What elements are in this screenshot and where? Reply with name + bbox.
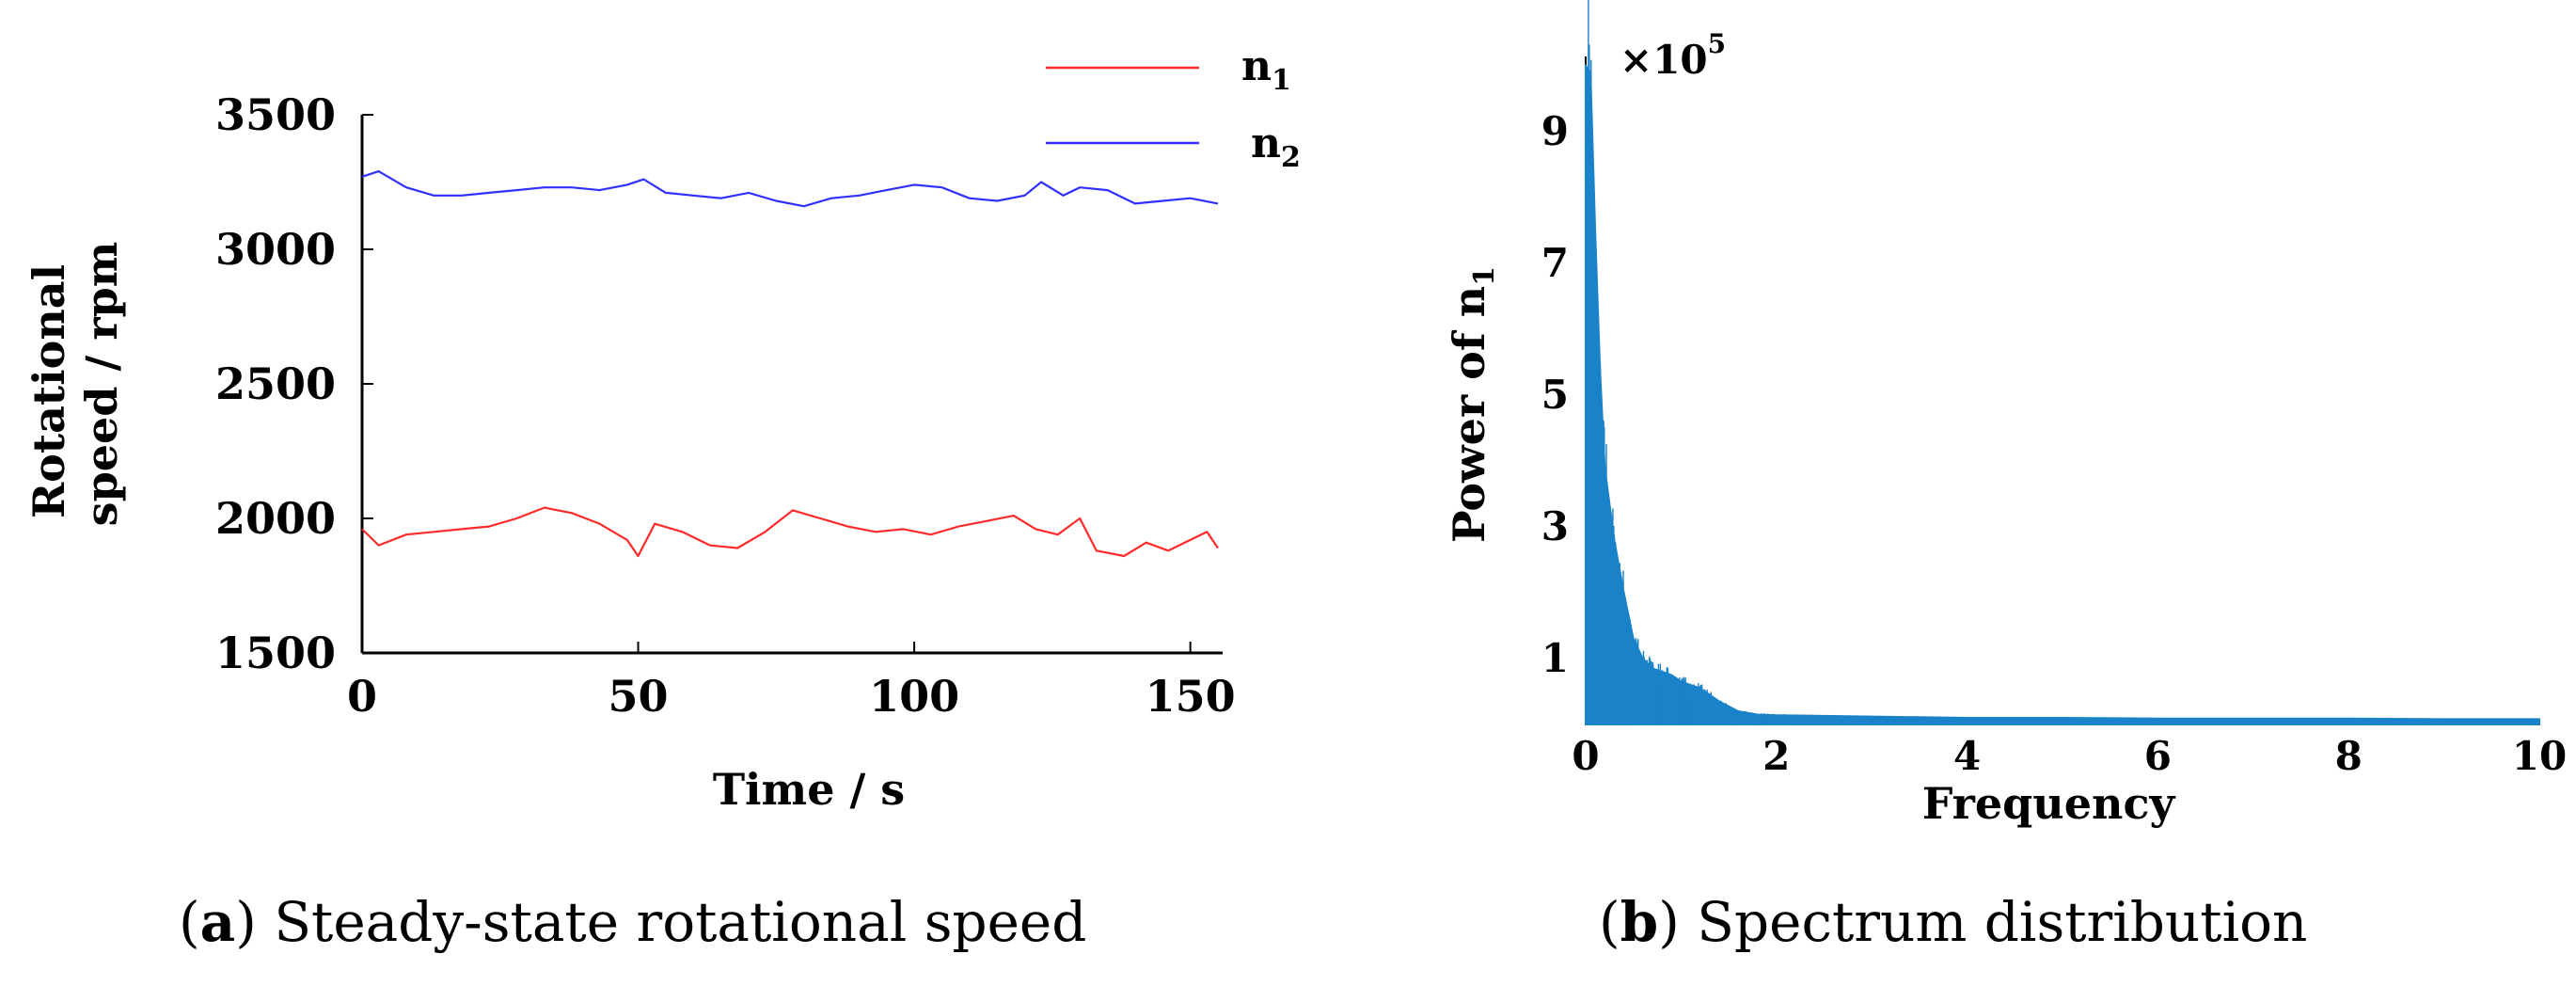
caption-a-text: Steady-state rotational speed: [274, 890, 1086, 954]
x-tick-label-b: 6: [2144, 733, 2172, 779]
y-tick-label-b: 3: [1541, 503, 1569, 549]
series-line-n1: [361, 506, 1219, 558]
y-ticks-a: 1500 2000 2500 3000 3500: [215, 89, 373, 678]
x-axis-label-a: Time / s: [713, 764, 905, 815]
y-tick-label-b: 9: [1541, 108, 1569, 154]
y-axis-label-line-2: speed / rpm: [76, 242, 127, 527]
x-tick-label-b: 8: [2335, 733, 2363, 779]
x-tick-label-a: 100: [869, 671, 959, 722]
legend-label-n2: n2: [1251, 119, 1301, 174]
caption-a-label: a: [200, 890, 236, 954]
x-ticks-b: 0 2 4 6 8 10: [1572, 733, 2567, 779]
series-group-a: [361, 170, 1219, 558]
legend-n2-sub: 2: [1281, 141, 1301, 174]
legend-n1-base: n: [1241, 42, 1272, 90]
caption-a: (a) Steady-state rotational speed: [179, 890, 1086, 954]
legend-n1-sub: 1: [1272, 64, 1291, 97]
x-tick-label-a: 0: [347, 671, 377, 722]
y-axis-label-b: Power of n1: [1444, 266, 1501, 543]
x-tick-label-b: 2: [1762, 733, 1790, 779]
y-tick-label-a: 1500: [215, 628, 336, 678]
chart-a: 1500 2000 2500 3000 3500 0 50 100 150 Rotationa…: [24, 42, 1301, 954]
x-axis-label-b: Frequency: [1922, 778, 2176, 829]
spectrum-fill-b: [1585, 0, 2540, 725]
multiplier-exp: 5: [1708, 28, 1726, 59]
y-axis-label-b-var: n: [1444, 286, 1494, 317]
legend-n2-base: n: [1251, 119, 1281, 167]
x-tick-label-a: 50: [608, 671, 669, 722]
x-tick-label-b: 4: [1953, 733, 1981, 779]
y-tick-label-b: 1: [1541, 635, 1569, 681]
caption-b: (b) Spectrum distribution: [1599, 890, 2307, 954]
x-ticks-a: 0 50 100 150: [347, 642, 1236, 722]
x-tick-label-b: 10: [2512, 733, 2567, 779]
series-line-n2: [361, 170, 1219, 208]
y-tick-label-a: 3500: [215, 89, 336, 140]
y-tick-label-b: 5: [1541, 372, 1569, 418]
y-tick-label-a: 2000: [215, 493, 336, 544]
y-tick-label-b: 7: [1541, 240, 1569, 286]
y-axis-label-a: Rotational speed / rpm: [24, 242, 127, 527]
y-ticks-b: 1 3 5 7 9: [1541, 108, 1569, 681]
caption-b-text: Spectrum distribution: [1697, 890, 2307, 954]
legend-label-n1: n1: [1241, 42, 1291, 97]
y-axis-label-b-sub: 1: [1468, 266, 1501, 286]
y-axis-label-b-prefix: Power of: [1444, 317, 1494, 543]
multiplier-base: ×10: [1620, 37, 1708, 83]
spectrum-area: [1585, 62, 2540, 725]
x-tick-label-b: 0: [1572, 733, 1599, 779]
legend-a: n1 n2: [1046, 42, 1301, 174]
x-tick-label-a: 150: [1146, 671, 1236, 722]
y-tick-label-a: 2500: [215, 358, 336, 409]
multiplier-label-b: ×105: [1620, 28, 1726, 83]
caption-b-label: b: [1620, 890, 1659, 954]
y-axis-label-line-1: Rotational: [24, 264, 74, 518]
y-tick-label-a: 3000: [215, 224, 336, 275]
